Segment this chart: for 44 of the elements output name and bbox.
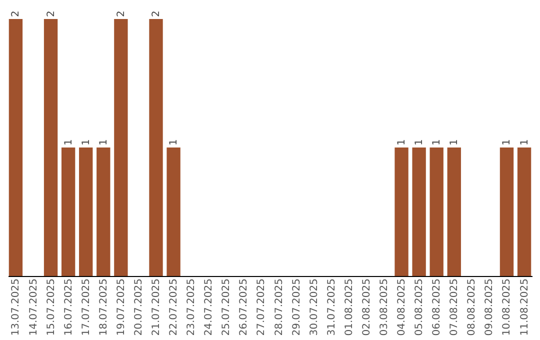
x-tick-label: 18.07.2025: [98, 278, 110, 336]
x-tick-label: 19.07.2025: [116, 278, 127, 336]
x-tick-label: 29.07.2025: [291, 278, 302, 336]
x-tick-label: 15.07.2025: [46, 278, 57, 336]
x-tick-label: 27.07.2025: [256, 278, 268, 336]
x-tick-label: 21.07.2025: [151, 278, 162, 336]
data-label: 2: [151, 10, 162, 17]
x-tick-label: 23.07.2025: [186, 278, 198, 336]
x-tick-label: 26.07.2025: [238, 278, 250, 336]
data-label: 1: [168, 139, 180, 146]
data-label: 2: [116, 10, 127, 17]
data-label: 1: [414, 139, 426, 146]
x-tick-label: 10.08.2025: [502, 278, 513, 336]
x-tick-label: 28.07.2025: [274, 278, 285, 336]
x-tick-label: 11.08.2025: [519, 278, 530, 336]
x-tick-label: 04.08.2025: [396, 278, 408, 336]
x-tick-label: 20.07.2025: [133, 278, 144, 336]
data-label: 1: [432, 139, 443, 146]
x-tick-label: 22.07.2025: [168, 278, 180, 336]
x-tick-label: 08.08.2025: [466, 278, 478, 336]
x-tick-label: 24.07.2025: [204, 278, 215, 336]
x-tick-label: 06.08.2025: [432, 278, 443, 336]
x-tick-label: 13.07.2025: [10, 278, 22, 336]
data-label: 1: [519, 139, 530, 146]
data-label: 1: [502, 139, 513, 146]
x-tick-label: 01.08.2025: [344, 278, 355, 336]
x-tick-label: 17.07.2025: [80, 278, 92, 336]
data-label: 1: [63, 139, 74, 146]
x-tick-label: 31.07.2025: [326, 278, 338, 336]
x-tick-label: 16.07.2025: [63, 278, 74, 336]
x-tick-label: 07.08.2025: [449, 278, 460, 336]
x-tick-label: 14.07.2025: [28, 278, 40, 336]
x-tick-label: 09.08.2025: [484, 278, 496, 336]
data-label: 1: [80, 139, 92, 146]
x-tick-label: 30.07.2025: [308, 278, 320, 336]
x-tick-label: 25.07.2025: [221, 278, 232, 336]
data-label: 1: [449, 139, 460, 146]
data-label: 2: [10, 10, 22, 17]
data-label: 1: [396, 139, 408, 146]
x-tick-label: 02.08.2025: [361, 278, 372, 336]
x-tick-label: 03.08.2025: [378, 278, 390, 336]
data-label: 2: [46, 10, 57, 17]
x-tick-label: 05.08.2025: [414, 278, 426, 336]
data-label: 1: [98, 139, 110, 146]
